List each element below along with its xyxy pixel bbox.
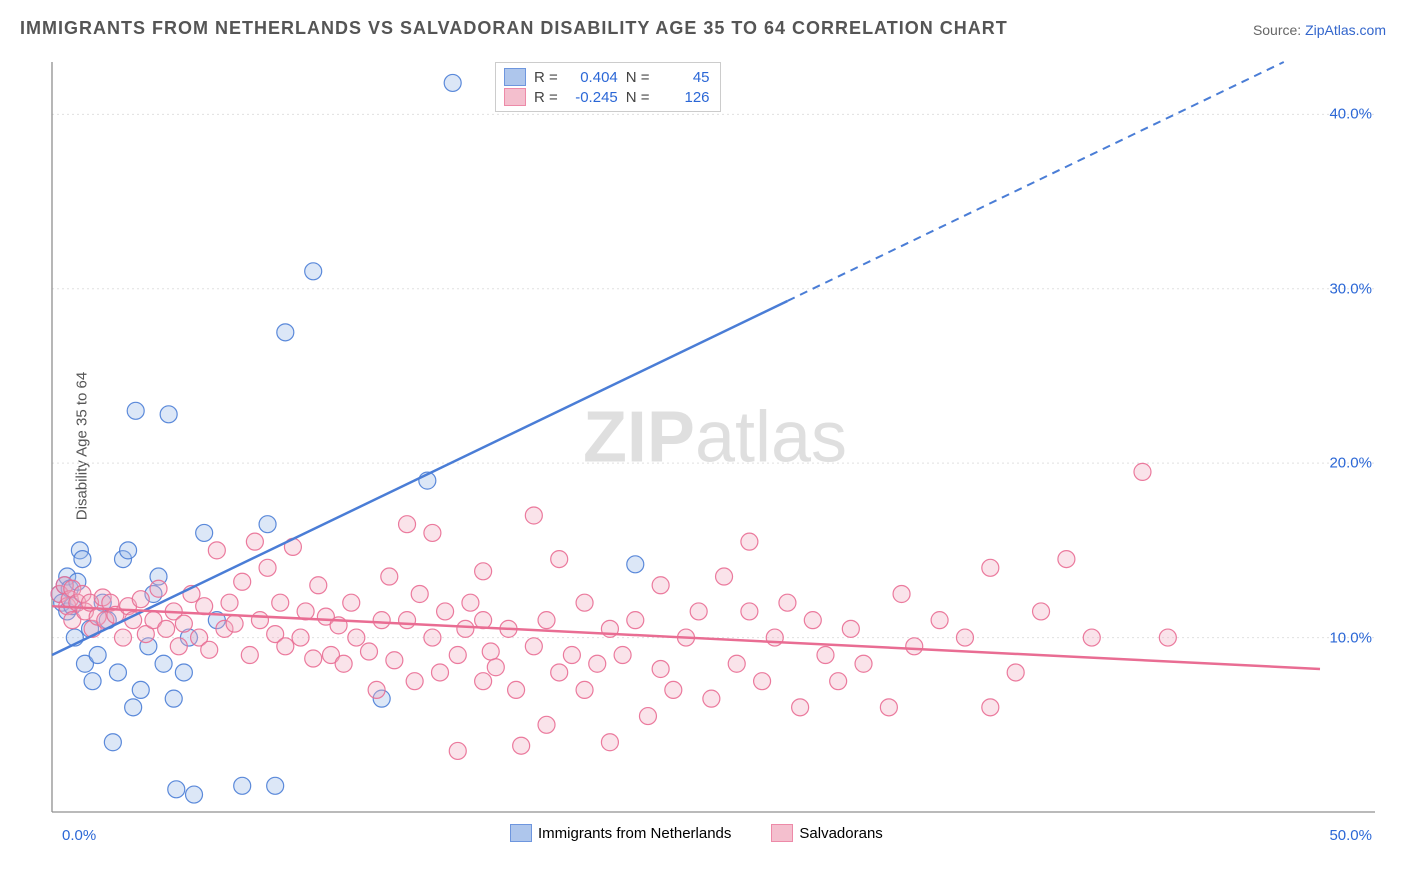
n-value-netherlands: 45 <box>658 69 710 86</box>
legend-label-salvadorans: Salvadorans <box>799 825 882 842</box>
n-label: N = <box>626 89 650 106</box>
n-label: N = <box>626 69 650 86</box>
r-value-netherlands: 0.404 <box>566 69 618 86</box>
y-axis-tick-label: 40.0% <box>1329 106 1372 123</box>
legend-item-netherlands: Immigrants from Netherlands <box>510 824 731 842</box>
chart-title: IMMIGRANTS FROM NETHERLANDS VS SALVADORA… <box>20 18 1008 39</box>
source-link[interactable]: ZipAtlas.com <box>1305 22 1386 38</box>
r-label: R = <box>534 89 558 106</box>
series-legend: Immigrants from Netherlands Salvadorans <box>510 824 913 842</box>
legend-item-salvadorans: Salvadorans <box>771 824 882 842</box>
swatch-netherlands <box>504 68 526 86</box>
source-attribution: Source: ZipAtlas.com <box>1253 22 1386 38</box>
plot-area: ZIPatlas R = 0.404 N = 45 R = -0.245 N =… <box>50 60 1380 840</box>
r-value-salvadorans: -0.245 <box>566 89 618 106</box>
swatch-salvadorans <box>504 88 526 106</box>
swatch-salvadorans <box>771 824 793 842</box>
y-axis-tick-label: 10.0% <box>1329 629 1372 646</box>
y-axis-tick-label: 20.0% <box>1329 455 1372 472</box>
x-axis-max-label: 50.0% <box>1329 827 1372 844</box>
y-axis-tick-label: 30.0% <box>1329 280 1372 297</box>
correlation-legend: R = 0.404 N = 45 R = -0.245 N = 126 <box>495 62 721 112</box>
swatch-netherlands <box>510 824 532 842</box>
x-axis-min-label: 0.0% <box>62 827 96 844</box>
legend-label-netherlands: Immigrants from Netherlands <box>538 825 731 842</box>
legend-row-netherlands: R = 0.404 N = 45 <box>504 67 710 87</box>
source-prefix: Source: <box>1253 22 1305 38</box>
n-value-salvadorans: 126 <box>658 89 710 106</box>
scatter-chart <box>50 60 1380 840</box>
r-label: R = <box>534 69 558 86</box>
legend-row-salvadorans: R = -0.245 N = 126 <box>504 87 710 107</box>
